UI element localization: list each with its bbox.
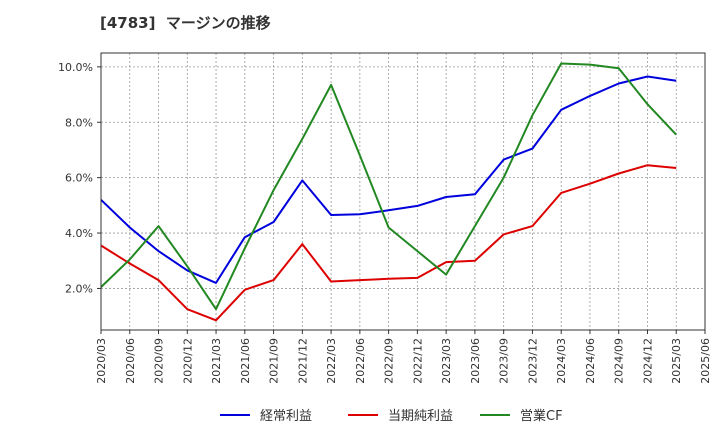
chart-title: [4783] マージンの推移 <box>100 14 271 32</box>
plot-frame <box>100 52 706 331</box>
series-lines <box>100 62 677 322</box>
x-tick-label: 2023/06 <box>469 338 482 384</box>
x-tick-label: 2023/09 <box>498 338 511 384</box>
x-tick-label: 2021/12 <box>296 338 309 384</box>
x-tick-label: 2020/09 <box>153 338 166 384</box>
x-tick-label: 2024/12 <box>641 338 654 384</box>
y-tick-label: 10.0% <box>58 61 93 74</box>
x-tick-label: 2022/09 <box>383 338 396 384</box>
x-tick-label: 2021/09 <box>268 338 281 384</box>
x-tick-label: 2024/03 <box>555 338 568 384</box>
series-line-当期純利益 <box>100 164 677 322</box>
y-tick-label: 8.0% <box>65 116 93 129</box>
x-tick-label: 2020/06 <box>124 338 137 384</box>
series-line-経常利益 <box>100 75 677 284</box>
y-tick-label: 6.0% <box>65 172 93 185</box>
y-tick-label: 4.0% <box>65 227 93 240</box>
y-axis: 2.0% 4.0% 6.0% 8.0% 10.0% <box>58 61 101 295</box>
x-tick-label: 2023/03 <box>440 338 453 384</box>
series-line-営業CF <box>100 62 677 311</box>
legend: 経常利益 当期純利益 営業CF <box>220 408 563 424</box>
x-tick-label: 2025/03 <box>670 338 683 384</box>
x-tick-label: 2020/12 <box>181 338 194 384</box>
x-tick-label: 2022/03 <box>325 338 338 384</box>
x-axis: 2020/03 2020/06 2020/09 2020/12 2021/03 2021/… <box>95 330 712 384</box>
x-tick-label: 2021/03 <box>210 338 223 384</box>
x-tick-label: 2021/06 <box>239 338 252 384</box>
y-tick-label: 2.0% <box>65 282 93 295</box>
legend-label: 当期純利益 <box>388 409 453 424</box>
x-tick-label: 2022/12 <box>411 338 424 384</box>
grid <box>100 53 706 330</box>
x-tick-label: 2024/09 <box>613 338 626 384</box>
legend-label: 営業CF <box>520 408 563 424</box>
x-tick-label: 2020/03 <box>95 338 108 384</box>
x-tick-label: 2025/06 <box>699 338 712 384</box>
x-tick-label: 2023/12 <box>526 338 539 384</box>
x-tick-label: 2024/06 <box>584 338 597 384</box>
x-tick-label: 2022/06 <box>354 338 367 384</box>
legend-label: 経常利益 <box>260 409 312 424</box>
